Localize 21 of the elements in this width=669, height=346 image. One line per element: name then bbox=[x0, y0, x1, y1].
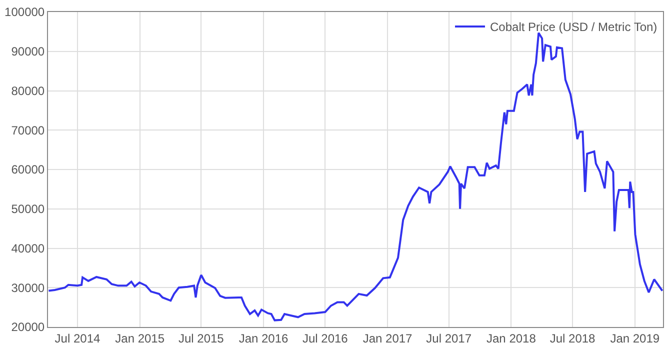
x-tick-label: Jan 2017 bbox=[362, 331, 413, 346]
y-tick-label: 20000 bbox=[11, 320, 45, 334]
y-tick-label: 50000 bbox=[11, 202, 45, 216]
y-tick-label: 60000 bbox=[11, 162, 45, 177]
x-tick-label: Jul 2018 bbox=[550, 331, 596, 346]
x-tick-label: Jul 2016 bbox=[302, 331, 348, 346]
x-tick-label: Jul 2015 bbox=[178, 331, 224, 346]
y-tick-label: 100000 bbox=[4, 5, 45, 20]
x-tick-label: Jan 2016 bbox=[238, 331, 289, 346]
line-series bbox=[48, 32, 663, 322]
x-tick-label: Jul 2017 bbox=[426, 331, 472, 346]
y-tick-label: 90000 bbox=[11, 44, 45, 59]
y-tick-label: 40000 bbox=[11, 241, 45, 256]
y-tick-label: 30000 bbox=[11, 280, 45, 295]
x-tick-label: Jan 2015 bbox=[115, 331, 165, 346]
x-tick-label: Jan 2018 bbox=[486, 331, 536, 346]
x-tick-label: Jan 2019 bbox=[610, 331, 660, 346]
y-tick-label: 80000 bbox=[11, 84, 45, 98]
x-tick-label: Jul 2014 bbox=[54, 331, 100, 346]
legend-label: Cobalt Price (USD / Metric Ton) bbox=[490, 20, 658, 34]
y-tick-label: 70000 bbox=[11, 123, 45, 138]
